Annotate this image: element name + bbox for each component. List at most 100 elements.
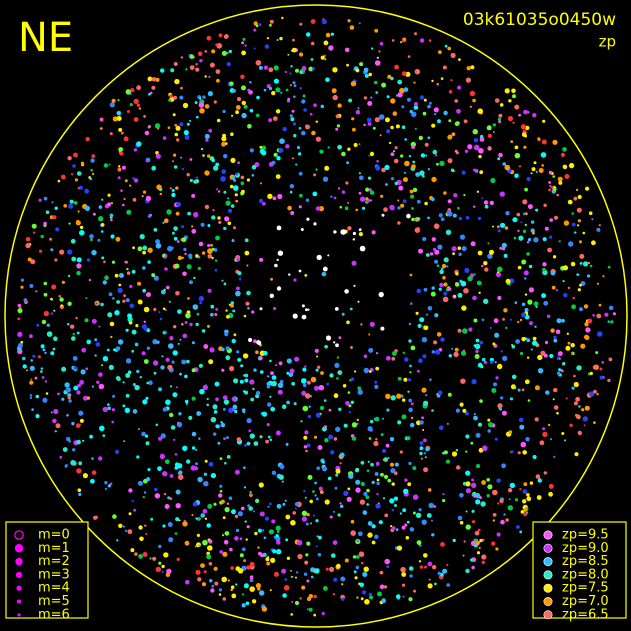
star (88, 278, 92, 282)
star (313, 613, 317, 617)
star (549, 438, 553, 441)
star (115, 236, 121, 242)
star (473, 138, 479, 143)
star (42, 397, 48, 403)
star (424, 201, 428, 206)
star (434, 259, 439, 264)
star (118, 273, 124, 278)
star (202, 539, 208, 546)
star (240, 74, 245, 80)
star (440, 572, 444, 577)
star (231, 176, 236, 181)
star (287, 205, 292, 211)
star (146, 346, 151, 350)
star (73, 385, 79, 391)
star (562, 147, 567, 152)
star (255, 24, 259, 28)
star (424, 142, 429, 147)
star (98, 456, 103, 461)
star (344, 206, 349, 210)
star (142, 399, 148, 405)
star (239, 537, 243, 541)
star (86, 396, 91, 400)
star (467, 275, 473, 282)
star (240, 181, 245, 185)
star (471, 492, 476, 497)
star (29, 334, 33, 339)
star (487, 253, 493, 259)
star (301, 99, 306, 104)
star (180, 156, 183, 159)
star (171, 360, 175, 364)
star (403, 171, 407, 174)
star (389, 462, 395, 467)
star (259, 182, 263, 185)
star (476, 551, 481, 555)
star (352, 238, 355, 241)
star (276, 258, 279, 261)
star (243, 104, 248, 109)
star (262, 202, 266, 206)
star (129, 529, 132, 532)
star (91, 154, 96, 159)
star (473, 168, 478, 172)
star (42, 348, 46, 352)
star (210, 243, 213, 247)
star (130, 88, 135, 93)
star (532, 454, 537, 460)
star (318, 535, 322, 540)
star (89, 177, 93, 181)
star (408, 322, 412, 326)
magnitude-marker (16, 585, 22, 591)
star (531, 231, 535, 235)
star (483, 200, 489, 205)
star (421, 519, 427, 525)
star (409, 189, 414, 194)
star (541, 293, 547, 299)
star (151, 165, 157, 171)
star (175, 503, 181, 509)
star (418, 508, 422, 512)
star (561, 432, 565, 435)
star (290, 65, 293, 68)
star (511, 343, 514, 346)
star (309, 522, 313, 525)
star (150, 517, 154, 521)
star (221, 368, 225, 372)
star (454, 99, 459, 103)
star (524, 212, 528, 216)
star (84, 188, 89, 194)
star (75, 220, 81, 226)
star (447, 46, 452, 51)
star (587, 261, 591, 265)
star (481, 197, 484, 200)
star (405, 71, 411, 77)
star (286, 400, 290, 405)
star (507, 505, 513, 511)
star (68, 440, 71, 443)
star (404, 357, 409, 362)
star (77, 383, 81, 388)
star (335, 114, 340, 119)
star (528, 287, 535, 293)
star (385, 393, 391, 399)
star (153, 371, 157, 375)
star (108, 364, 114, 370)
star (368, 333, 371, 336)
star (76, 257, 82, 263)
star (427, 168, 430, 171)
star (249, 148, 254, 153)
star (158, 561, 162, 565)
star (145, 532, 148, 536)
star (109, 213, 114, 218)
star (23, 298, 28, 302)
star (137, 480, 143, 486)
star (247, 88, 251, 92)
star (197, 51, 203, 57)
star (439, 160, 445, 167)
star (267, 505, 270, 508)
star (240, 175, 245, 180)
star (129, 284, 133, 289)
star (443, 291, 448, 296)
star (324, 58, 327, 61)
